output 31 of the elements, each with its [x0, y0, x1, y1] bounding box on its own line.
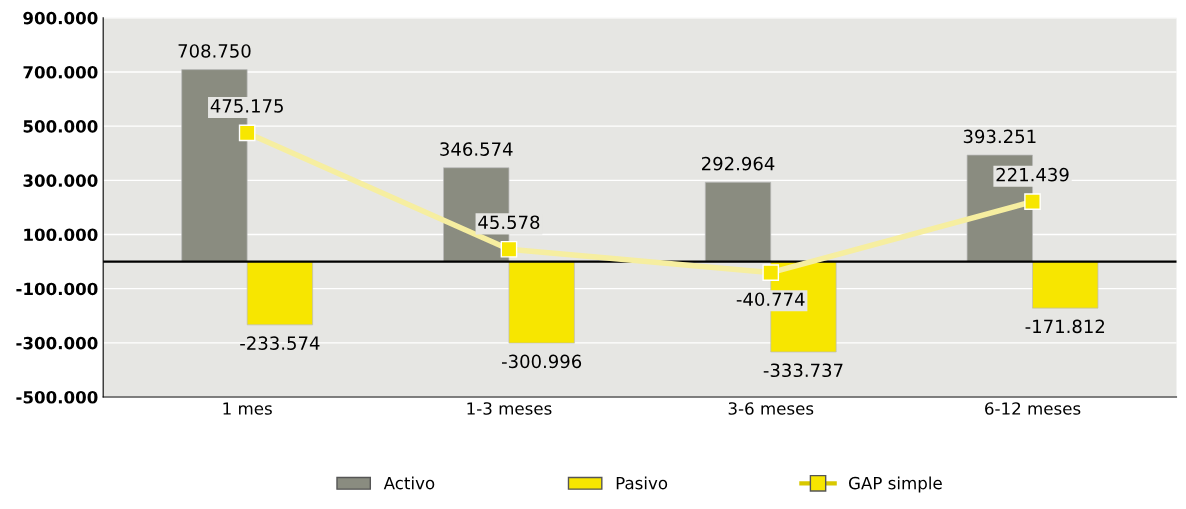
data-label: 292.964 [702, 156, 775, 171]
bar [704, 181, 772, 262]
legend-label: Pasivo [616, 476, 668, 490]
y-tick-label: -500.000 [16, 390, 98, 404]
data-label: -233.574 [240, 336, 320, 350]
x-tick-label: 1-3 meses [467, 402, 552, 415]
data-label: -300.996 [501, 354, 582, 369]
y-tick-label: 100.000 [24, 228, 98, 242]
data-label: 393.251 [963, 129, 1036, 144]
legend-label: Activo [383, 476, 435, 490]
y-tick-label: -300.000 [16, 336, 98, 350]
y-tick-label: 900.000 [23, 11, 98, 25]
x-tick-label: 1 mes [223, 402, 272, 415]
data-label: 45.578 [478, 215, 540, 230]
y-tick-label: -100.000 [16, 282, 98, 296]
x-tick-label: 3-6 meses [728, 402, 814, 415]
y-tick-label: 300.000 [23, 174, 98, 187]
data-label: 708.750 [178, 44, 251, 58]
bar [508, 261, 575, 344]
bar [1032, 261, 1099, 309]
legend-label: GAP simple [848, 476, 942, 493]
data-label: -40.774 [736, 292, 805, 307]
x-tick-label: 6-12 meses [985, 402, 1081, 415]
bar [246, 261, 313, 326]
data-label: -333.737 [763, 363, 843, 378]
data-label: 475.175 [210, 99, 283, 113]
data-label: -171.812 [1025, 319, 1105, 334]
data-label: 346.574 [440, 142, 513, 156]
y-tick-label: 700.000 [23, 65, 98, 79]
data-label: 221.439 [996, 167, 1069, 182]
y-tick-label: 500.000 [23, 120, 98, 133]
